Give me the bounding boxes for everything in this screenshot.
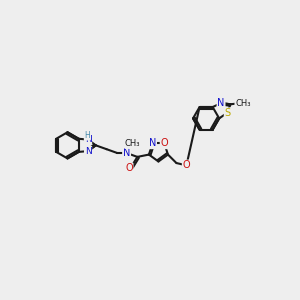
Text: O: O (125, 164, 133, 173)
Text: O: O (160, 138, 168, 148)
Text: O: O (183, 160, 190, 170)
Text: CH₃: CH₃ (125, 139, 140, 148)
Text: CH₃: CH₃ (235, 99, 251, 108)
Text: N: N (123, 148, 130, 158)
Text: N: N (85, 147, 92, 156)
Text: H: H (84, 131, 90, 140)
Text: N: N (85, 135, 92, 144)
Text: N: N (218, 98, 225, 108)
Text: N: N (149, 138, 156, 148)
Text: S: S (224, 108, 231, 118)
